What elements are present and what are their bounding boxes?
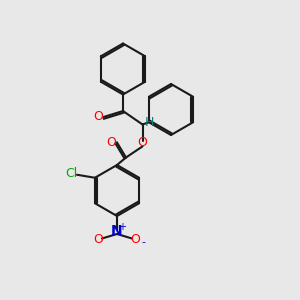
Text: O: O	[93, 110, 103, 124]
Text: -: -	[141, 237, 146, 247]
Text: O: O	[94, 233, 103, 247]
Text: +: +	[118, 221, 126, 232]
Text: O: O	[107, 136, 116, 149]
Text: H: H	[144, 116, 154, 130]
Text: N: N	[111, 224, 123, 238]
Text: O: O	[131, 233, 140, 247]
Text: O: O	[138, 136, 147, 149]
Text: Cl: Cl	[65, 167, 77, 180]
